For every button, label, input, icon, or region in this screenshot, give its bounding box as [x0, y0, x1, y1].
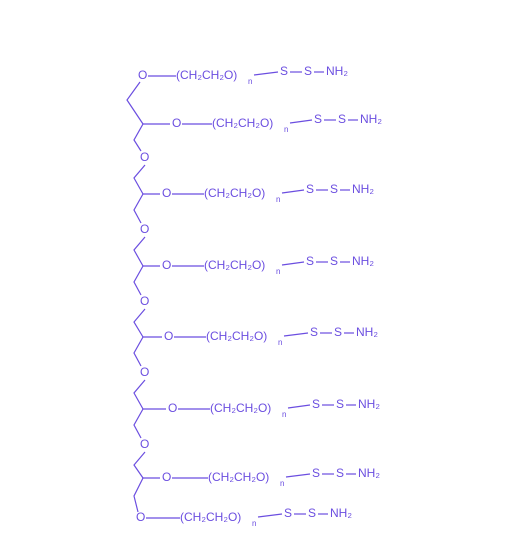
backbone	[133, 451, 146, 479]
sulfur: S	[304, 64, 312, 78]
repeat-n: n	[252, 519, 256, 528]
backbone-oxygen: O	[140, 294, 149, 308]
oxygen: O	[172, 116, 181, 130]
backbone-oxygen: O	[140, 365, 149, 379]
sulfur: S	[306, 254, 314, 268]
bond	[283, 332, 309, 337]
backbone	[133, 164, 146, 195]
peg-unit: (CH₂CH₂O)	[176, 68, 237, 82]
amine: NH₂	[356, 325, 378, 339]
sulfur: S	[284, 506, 292, 520]
backbone	[133, 265, 144, 296]
repeat-n: n	[280, 479, 284, 488]
sulfur: S	[330, 182, 338, 196]
backbone	[133, 236, 146, 267]
sulfur: S	[334, 325, 342, 339]
oxygen: O	[162, 470, 171, 484]
backbone	[133, 477, 144, 513]
bond	[289, 119, 313, 124]
backbone	[126, 81, 144, 125]
repeat-n: n	[282, 410, 286, 419]
backbone	[133, 308, 146, 338]
backbone-oxygen: O	[140, 437, 149, 451]
peg-unit: (CH₂CH₂O)	[206, 329, 267, 343]
backbone-oxygen: O	[140, 150, 149, 164]
oxygen: O	[162, 258, 171, 272]
amine: NH₂	[326, 64, 348, 78]
sulfur: S	[314, 112, 322, 126]
sulfur: S	[308, 506, 316, 520]
backbone	[133, 123, 144, 152]
peg-unit: (CH₂CH₂O)	[180, 510, 241, 524]
peg-unit: (CH₂CH₂O)	[210, 401, 271, 415]
oxygen: O	[162, 186, 171, 200]
bond	[287, 404, 311, 409]
repeat-n: n	[284, 125, 288, 134]
oxygen: O	[138, 68, 147, 82]
amine: NH₂	[330, 506, 352, 520]
repeat-n: n	[278, 338, 282, 347]
sulfur: S	[306, 182, 314, 196]
sulfur: S	[312, 466, 320, 480]
sulfur: S	[338, 112, 346, 126]
bond	[257, 513, 283, 518]
amine: NH₂	[352, 182, 374, 196]
sulfur: S	[330, 254, 338, 268]
amine: NH₂	[358, 466, 380, 480]
bond	[285, 473, 311, 478]
backbone	[133, 379, 146, 410]
peg-unit: (CH₂CH₂O)	[208, 470, 269, 484]
backbone	[133, 336, 144, 367]
sulfur: S	[336, 466, 344, 480]
amine: NH₂	[358, 397, 380, 411]
bond	[281, 189, 305, 194]
peg-unit: (CH₂CH₂O)	[204, 258, 265, 272]
backbone	[133, 193, 144, 224]
bond	[281, 261, 305, 266]
sulfur: S	[310, 325, 318, 339]
sulfur: S	[312, 397, 320, 411]
amine: NH₂	[352, 254, 374, 268]
backbone	[133, 408, 144, 439]
peg-unit: (CH₂CH₂O)	[204, 186, 265, 200]
repeat-n: n	[276, 195, 280, 204]
oxygen: O	[168, 401, 177, 415]
sulfur: S	[280, 64, 288, 78]
sulfur: S	[336, 397, 344, 411]
backbone-oxygen: O	[140, 222, 149, 236]
amine: NH₂	[360, 112, 382, 126]
peg-unit: (CH₂CH₂O)	[212, 116, 273, 130]
repeat-n: n	[276, 267, 280, 276]
oxygen: O	[164, 329, 173, 343]
bond	[253, 71, 279, 76]
oxygen: O	[136, 510, 145, 524]
repeat-n: n	[248, 77, 252, 86]
